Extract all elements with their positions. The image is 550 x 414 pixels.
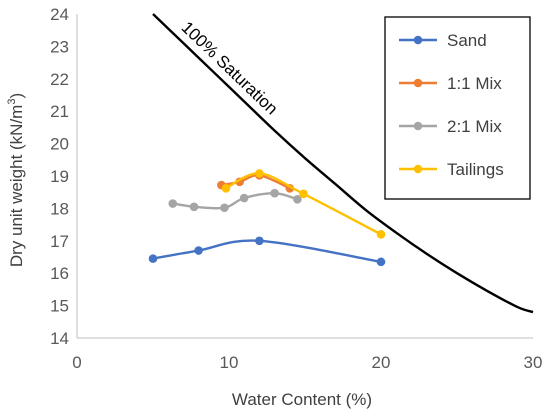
- series-line-sand: [152, 239, 382, 264]
- y-tick-label: 17: [50, 232, 69, 251]
- legend-label-1-1-mix: 1:1 Mix: [447, 74, 502, 93]
- data-point-2-1-mix: [239, 193, 249, 203]
- y-tick-label: 15: [50, 297, 69, 316]
- x-tick-labels: 0 10 20 30: [72, 353, 542, 372]
- data-point-tailings: [376, 230, 386, 239]
- data-point-2-1-mix: [293, 195, 302, 204]
- y-tick-label: 19: [50, 167, 69, 186]
- x-tick-label: 0: [72, 353, 81, 372]
- y-axis-title-superscript: 3: [6, 99, 18, 105]
- y-tick-label: 22: [50, 70, 69, 89]
- legend-marker-1-1-mix: [413, 78, 423, 88]
- y-axis-title-end: ): [7, 93, 26, 99]
- y-axis-title: Dry unit weight (kN/m3): [6, 93, 26, 267]
- data-point-tailings: [299, 189, 308, 199]
- y-tick-label: 16: [50, 264, 69, 283]
- x-tick-label: 20: [372, 353, 391, 372]
- y-tick-label: 23: [50, 37, 69, 56]
- data-point-sand: [255, 236, 264, 246]
- series-layer: [148, 13, 534, 314]
- legend-marker-tailings: [413, 164, 423, 174]
- y-tick-label: 21: [50, 102, 69, 121]
- x-tick-label: 30: [524, 353, 543, 372]
- plot-area: [76, 14, 533, 339]
- legend: Sand 1:1 Mix 2:1 Mix Tailings: [384, 16, 531, 200]
- saturation-curve-line: [152, 13, 534, 314]
- series-line-1-1-mix: [221, 174, 291, 190]
- legend-marker-sand: [413, 35, 423, 45]
- y-axis-title-main: Dry unit weight (kN/m: [7, 105, 26, 267]
- y-tick-label: 14: [50, 329, 69, 348]
- legend-label-2-1-mix: 2:1 Mix: [447, 117, 502, 136]
- x-tick-label: 10: [220, 353, 239, 372]
- legend-marker-2-1-mix: [413, 121, 423, 131]
- data-point-2-1-mix: [189, 202, 199, 212]
- x-axis-title: Water Content (%): [232, 390, 372, 409]
- data-point-tailings: [221, 184, 231, 193]
- data-point-sand: [148, 254, 158, 263]
- y-tick-label: 24: [50, 5, 69, 24]
- data-point-2-1-mix: [220, 203, 229, 213]
- data-point-2-1-mix: [270, 188, 279, 198]
- y-tick-label: 18: [50, 199, 69, 218]
- y-tick-labels: 14 15 16 17 18 19 20 21 22 23 24: [50, 5, 69, 348]
- data-point-sand: [376, 257, 386, 267]
- legend-label-sand: Sand: [447, 31, 487, 50]
- series-line-tailings: [225, 172, 382, 236]
- y-tick-label: 20: [50, 135, 69, 154]
- data-point-tailings: [255, 169, 264, 178]
- data-point-2-1-mix: [168, 199, 178, 208]
- data-point-sand: [194, 246, 203, 255]
- legend-label-tailings: Tailings: [447, 160, 504, 179]
